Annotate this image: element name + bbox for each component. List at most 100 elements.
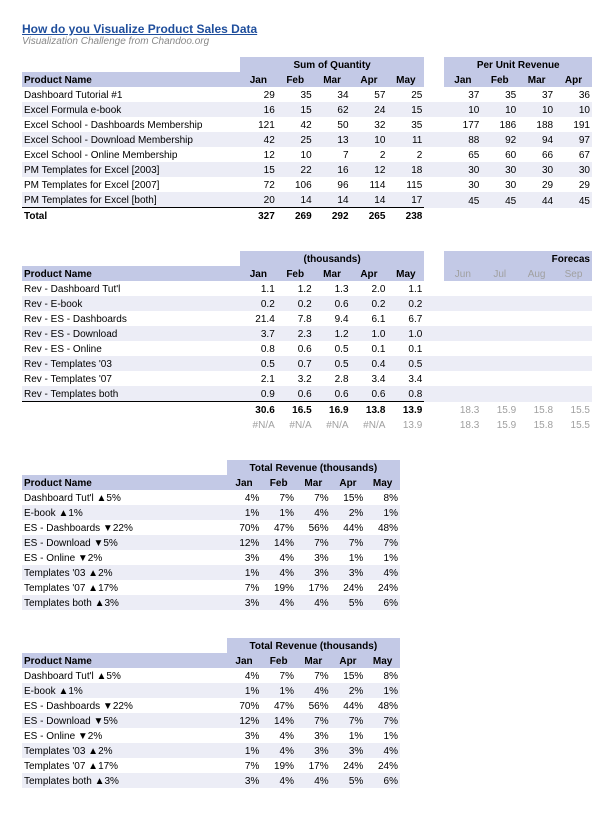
data-cell: 4% (296, 595, 331, 610)
data-cell: 7% (296, 668, 331, 683)
data-cell: 1.3 (314, 281, 351, 296)
col-month: Jul (481, 266, 518, 281)
data-cell: 0.7 (277, 356, 314, 371)
data-cell: 15% (331, 490, 366, 505)
data-cell: 37 (518, 87, 555, 102)
col-month: Apr (351, 266, 388, 281)
data-cell: 1% (227, 743, 262, 758)
table-row: Rev - ES - Online0.80.60.50.10.1 (22, 341, 592, 356)
product-cell: Rev - Templates both (22, 386, 240, 402)
table-total-revenue-2: Total Revenue (thousands) Product Name J… (22, 638, 400, 788)
product-cell: Templates both ▲3% (22, 595, 227, 610)
data-cell: 14 (277, 192, 314, 208)
na-cell: 13.9 (387, 417, 424, 432)
table-row: Excel School - Online Membership12107226… (22, 147, 592, 162)
data-cell: 7% (227, 758, 262, 773)
data-cell: 12% (227, 535, 262, 550)
data-cell: 15% (331, 668, 366, 683)
data-cell: 0.2 (351, 296, 388, 311)
col-month: Apr (331, 475, 366, 490)
product-cell: Templates both ▲3% (22, 773, 227, 788)
col-month: Feb (261, 653, 296, 668)
data-cell: 4% (261, 743, 296, 758)
data-cell: 0.1 (387, 341, 424, 356)
data-cell: 2.0 (351, 281, 388, 296)
table-row: E-book ▲1%1%1%4%2%1% (22, 505, 400, 520)
data-cell: 1% (331, 550, 366, 565)
col-month: Feb (277, 266, 314, 281)
data-cell: 48% (365, 520, 400, 535)
product-cell: ES - Dashboards ▼22% (22, 520, 227, 535)
data-cell: 4% (261, 595, 296, 610)
data-cell: 48% (365, 698, 400, 713)
data-cell: 0.4 (351, 356, 388, 371)
data-cell: 7.8 (277, 311, 314, 326)
data-cell: 25 (387, 87, 424, 102)
data-cell: 1.1 (240, 281, 277, 296)
data-cell: 45 (444, 192, 481, 208)
page-subtitle: Visualization Challenge from Chandoo.org (22, 36, 578, 47)
product-cell: E-book ▲1% (22, 683, 227, 698)
table-row: Dashboard Tut'l ▲5%4%7%7%15%8% (22, 490, 400, 505)
product-cell: Excel Formula e-book (22, 102, 240, 117)
data-cell: 45 (481, 192, 518, 208)
data-cell: 4% (227, 490, 262, 505)
data-cell: 24% (365, 580, 400, 595)
data-cell: 62 (314, 102, 351, 117)
data-cell: 57 (351, 87, 388, 102)
table-row: ES - Download ▼5%12%14%7%7%7% (22, 535, 400, 550)
data-cell: 3% (227, 595, 262, 610)
data-cell: 30 (444, 162, 481, 177)
data-cell: 11 (387, 132, 424, 147)
data-cell: 34 (314, 87, 351, 102)
col-product: Product Name (22, 653, 227, 668)
product-cell: Dashboard Tut'l ▲5% (22, 668, 227, 683)
total-cell: 265 (351, 208, 388, 224)
data-cell: 3% (227, 728, 262, 743)
data-cell: 1% (227, 683, 262, 698)
data-cell: 2% (331, 683, 366, 698)
data-cell: 15 (277, 102, 314, 117)
data-cell: 3% (296, 550, 331, 565)
data-cell: 10 (277, 147, 314, 162)
data-cell: 4% (261, 550, 296, 565)
data-cell: 0.2 (240, 296, 277, 311)
product-cell: Rev - Templates '07 (22, 371, 240, 386)
data-cell: 17 (387, 192, 424, 208)
col-month: Apr (555, 72, 592, 87)
data-cell: 4% (261, 773, 296, 788)
product-cell: ES - Download ▼5% (22, 713, 227, 728)
data-cell: 9.4 (314, 311, 351, 326)
data-cell: 24% (365, 758, 400, 773)
total-cell: 269 (277, 208, 314, 224)
product-cell: Templates '07 ▲17% (22, 758, 227, 773)
data-cell: 0.6 (314, 296, 351, 311)
data-cell: 1% (365, 683, 400, 698)
col-month: Jan (240, 72, 277, 87)
total-cell: 292 (314, 208, 351, 224)
col-month: Mar (296, 653, 331, 668)
data-cell: 21.4 (240, 311, 277, 326)
col-month: Mar (296, 475, 331, 490)
table-row: Rev - E-book0.20.20.60.20.2 (22, 296, 592, 311)
product-cell: Rev - Templates '03 (22, 356, 240, 371)
data-cell: 4% (296, 505, 331, 520)
product-cell: Rev - ES - Online (22, 341, 240, 356)
product-cell: Excel School - Download Membership (22, 132, 240, 147)
data-cell: 0.2 (387, 296, 424, 311)
data-cell: 1.1 (387, 281, 424, 296)
table-row: Templates '03 ▲2%1%4%3%3%4% (22, 565, 400, 580)
table-row: Rev - Templates '072.13.22.83.43.4 (22, 371, 592, 386)
data-cell: 96 (314, 177, 351, 192)
data-cell: 7% (331, 713, 366, 728)
table-row: Dashboard Tut'l ▲5%4%7%7%15%8% (22, 668, 400, 683)
col-month: Mar (314, 266, 351, 281)
data-cell: 5% (331, 773, 366, 788)
data-cell: 2% (331, 505, 366, 520)
data-cell: 42 (240, 132, 277, 147)
data-cell: 3% (227, 773, 262, 788)
data-cell: 7% (331, 535, 366, 550)
data-cell: 30 (518, 162, 555, 177)
group-header-forecast: Forecas (444, 251, 592, 266)
data-cell: 47% (261, 698, 296, 713)
